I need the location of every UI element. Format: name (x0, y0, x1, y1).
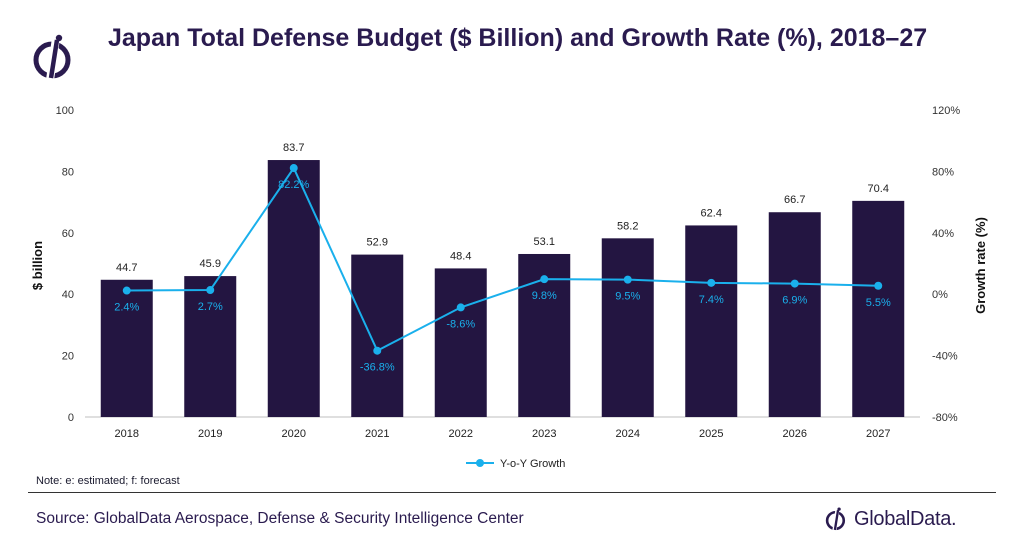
bar (184, 276, 237, 417)
growth-label: 2.7% (198, 301, 223, 313)
growth-point (206, 286, 215, 295)
source-text: Source: GlobalData Aerospace, Defense & … (36, 510, 524, 527)
bar-value-label: 48.4 (450, 250, 471, 262)
growth-label: 5.5% (866, 297, 891, 309)
growth-label: 9.8% (532, 290, 557, 302)
growth-point (289, 164, 298, 173)
growth-point (540, 275, 549, 284)
y-tick-label: 100 (56, 105, 74, 117)
x-tick-label: 2023 (532, 428, 556, 440)
x-tick-label: 2020 (282, 428, 306, 440)
globaldata-logo-icon (33, 34, 71, 81)
x-tick-label: 2019 (198, 428, 222, 440)
y2-tick-label: 40% (932, 228, 954, 240)
growth-label: -36.8% (360, 362, 395, 374)
growth-point (456, 303, 465, 312)
bar-value-label: 45.9 (200, 258, 221, 270)
bar (434, 268, 487, 417)
y-tick-label: 0 (68, 412, 74, 424)
growth-point (874, 281, 883, 290)
chart-note: Note: e: estimated; f: forecast (36, 475, 180, 487)
x-tick-label: 2021 (365, 428, 389, 440)
x-tick-label: 2027 (866, 428, 890, 440)
bar-value-label: 58.2 (617, 220, 638, 232)
y-axis-title: $ billion (30, 241, 45, 290)
growth-label: 9.5% (615, 291, 640, 303)
bar-value-label: 83.7 (283, 142, 304, 154)
y-tick-label: 80 (62, 166, 74, 178)
y2-tick-label: -40% (932, 351, 958, 363)
growth-point (122, 286, 131, 295)
growth-label: 7.4% (699, 294, 724, 306)
y2-axis-title: Growth rate (%) (973, 217, 988, 314)
bar (351, 254, 404, 417)
brand-name: GlobalData. (854, 507, 957, 530)
y2-tick-label: -80% (932, 412, 958, 424)
growth-label: 2.4% (114, 302, 139, 314)
x-tick-label: 2022 (449, 428, 473, 440)
bar (768, 212, 821, 417)
chart-title: Japan Total Defense Budget ($ Billion) a… (108, 24, 928, 52)
y2-tick-label: 0% (932, 289, 948, 301)
y-tick-label: 60 (62, 228, 74, 240)
bar (852, 200, 905, 417)
brand: GlobalData. (824, 505, 957, 533)
growth-label: 82.2% (278, 179, 309, 191)
y2-tick-label: 80% (932, 166, 954, 178)
y-tick-label: 20 (62, 351, 74, 363)
globaldata-mark-icon (825, 507, 846, 532)
bar-value-label: 44.7 (116, 262, 137, 274)
growth-point (790, 279, 799, 288)
growth-line (126, 165, 879, 353)
y2-tick-label: 120% (932, 105, 960, 117)
bar-value-label: 66.7 (784, 194, 805, 206)
bar-value-label: 62.4 (701, 207, 722, 219)
x-tick-label: 2024 (616, 428, 640, 440)
growth-point (623, 275, 632, 284)
growth-label: -8.6% (446, 318, 475, 330)
bar (685, 225, 738, 417)
growth-point (707, 278, 716, 287)
growth-label: 6.9% (782, 295, 807, 307)
bar (267, 160, 320, 417)
x-tick-label: 2018 (115, 428, 139, 440)
bar (100, 279, 153, 417)
x-tick-label: 2026 (783, 428, 807, 440)
bar-value-label: 52.9 (367, 237, 388, 249)
y-tick-label: 40 (62, 289, 74, 301)
growth-point (373, 346, 382, 355)
bar-value-label: 70.4 (868, 183, 889, 195)
legend-marker (476, 459, 484, 467)
bar-value-label: 53.1 (534, 236, 555, 248)
x-tick-label: 2025 (699, 428, 723, 440)
bar (601, 238, 654, 417)
legend-label: Y-o-Y Growth (500, 458, 565, 470)
divider (28, 492, 996, 493)
